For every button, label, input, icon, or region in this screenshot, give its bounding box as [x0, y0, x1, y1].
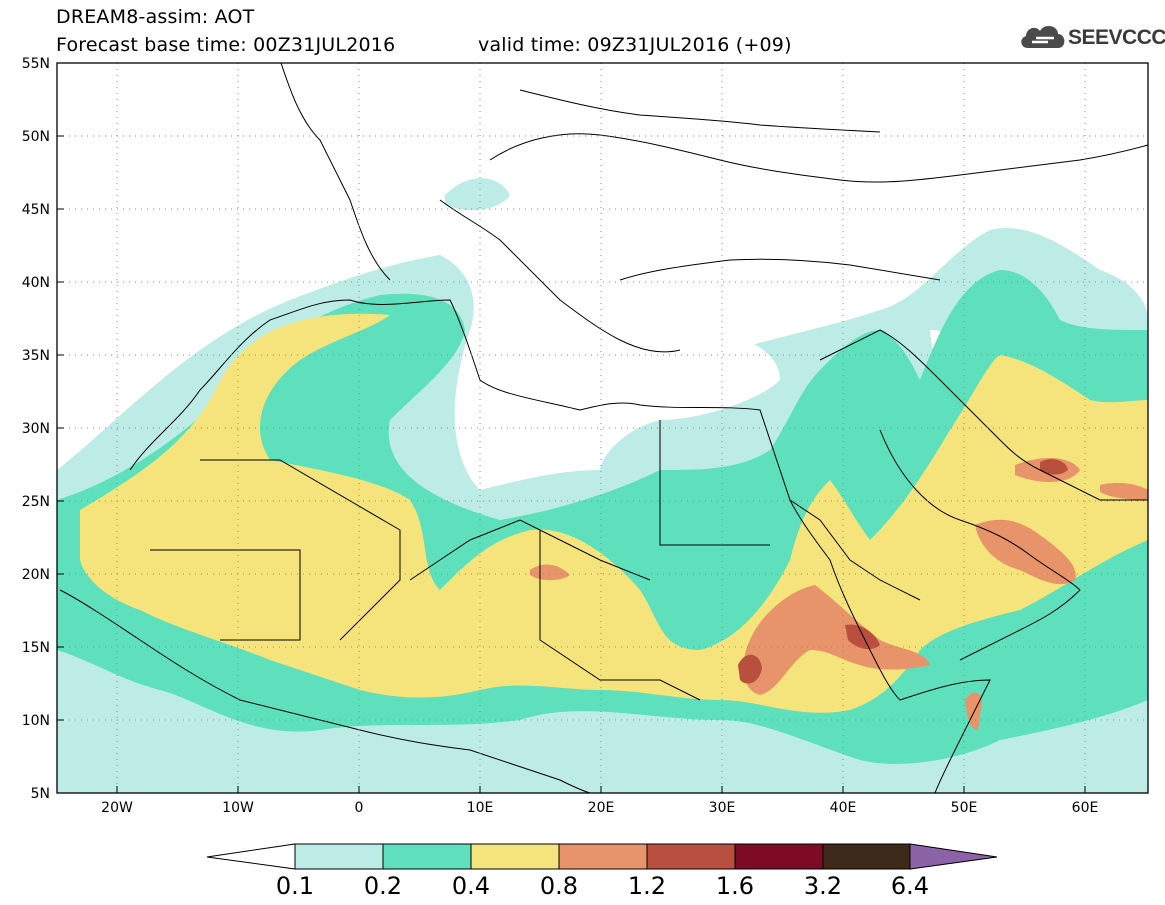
aot-band-1.2-c: [1040, 459, 1068, 475]
aot-fields: [57, 63, 1148, 793]
lon-label: 10E: [467, 800, 494, 816]
map-title: DREAM8-assim: AOT: [56, 6, 255, 28]
colorbar-swatch: [470, 843, 560, 870]
lon-label: 60E: [1072, 800, 1099, 816]
colorbar-arrow-low: [206, 843, 296, 870]
lat-label: 55N: [22, 56, 50, 72]
lat-label: 50N: [22, 129, 50, 145]
lon-labels: 20W 10W 0 10E 20E 30E 40E 50E 60E: [101, 800, 1098, 816]
colorbar-label: 0.1: [275, 872, 315, 900]
valid-time: valid time: 09Z31JUL2016 (+09): [478, 34, 792, 56]
lat-label: 45N: [22, 202, 50, 218]
lon-label: 50E: [951, 800, 978, 816]
aot-band-0.8-d: [1100, 482, 1148, 500]
aot-band-1.2-b: [845, 624, 880, 650]
colorbar-swatch: [822, 843, 911, 870]
colorbar-label: 0.4: [451, 872, 491, 900]
colorbar-swatch: [734, 843, 824, 870]
seevccc-logo: SEEVCCC: [1018, 20, 1165, 58]
lat-label: 20N: [22, 567, 50, 583]
forecast-base-time: Forecast base time: 00Z31JUL2016: [56, 34, 396, 56]
lon-label: 10W: [222, 800, 254, 816]
aot-band-0.8: [743, 585, 930, 695]
lat-labels: 55N 50N 45N 40N 35N 30N 25N 20N 15N 10N …: [22, 56, 50, 802]
colorbar-label: 1.6: [715, 872, 755, 900]
colorbar-swatch: [294, 843, 384, 870]
lon-label: 40E: [830, 800, 857, 816]
lat-label: 10N: [22, 713, 50, 729]
lat-label: 40N: [22, 275, 50, 291]
aot-band-0.4: [80, 313, 1148, 713]
cloud-icon: [1021, 25, 1065, 48]
logo-text: SEEVCCC: [1068, 26, 1165, 49]
colorbar-swatch: [646, 843, 736, 870]
colorbar-label: 6.4: [890, 872, 930, 900]
aot-band-1.2: [738, 654, 762, 684]
lat-label: 5N: [31, 786, 50, 802]
lon-label: 20W: [101, 800, 133, 816]
colorbar-label: 3.2: [803, 872, 843, 900]
tick-marks: [57, 62, 1086, 794]
lon-label: 20E: [588, 800, 615, 816]
coastlines: [59, 63, 1148, 793]
colorbar-label: 1.2: [627, 872, 667, 900]
colorbar-label: 0.8: [539, 872, 579, 900]
lat-label: 35N: [22, 348, 50, 364]
lat-label: 30N: [22, 421, 50, 437]
colorbar-swatch: [558, 843, 648, 870]
colorbar-swatch: [382, 843, 472, 870]
aot-band-0.1-b: [445, 178, 510, 211]
lat-label: 15N: [22, 640, 50, 656]
lon-label: 0: [355, 800, 364, 816]
colorbar-label: 0.2: [363, 872, 403, 900]
lat-label: 25N: [22, 494, 50, 510]
colorbar-arrow-high: [909, 843, 998, 870]
lon-label: 30E: [709, 800, 736, 816]
aot-hole: [454, 330, 780, 490]
colorbar: [206, 843, 998, 870]
